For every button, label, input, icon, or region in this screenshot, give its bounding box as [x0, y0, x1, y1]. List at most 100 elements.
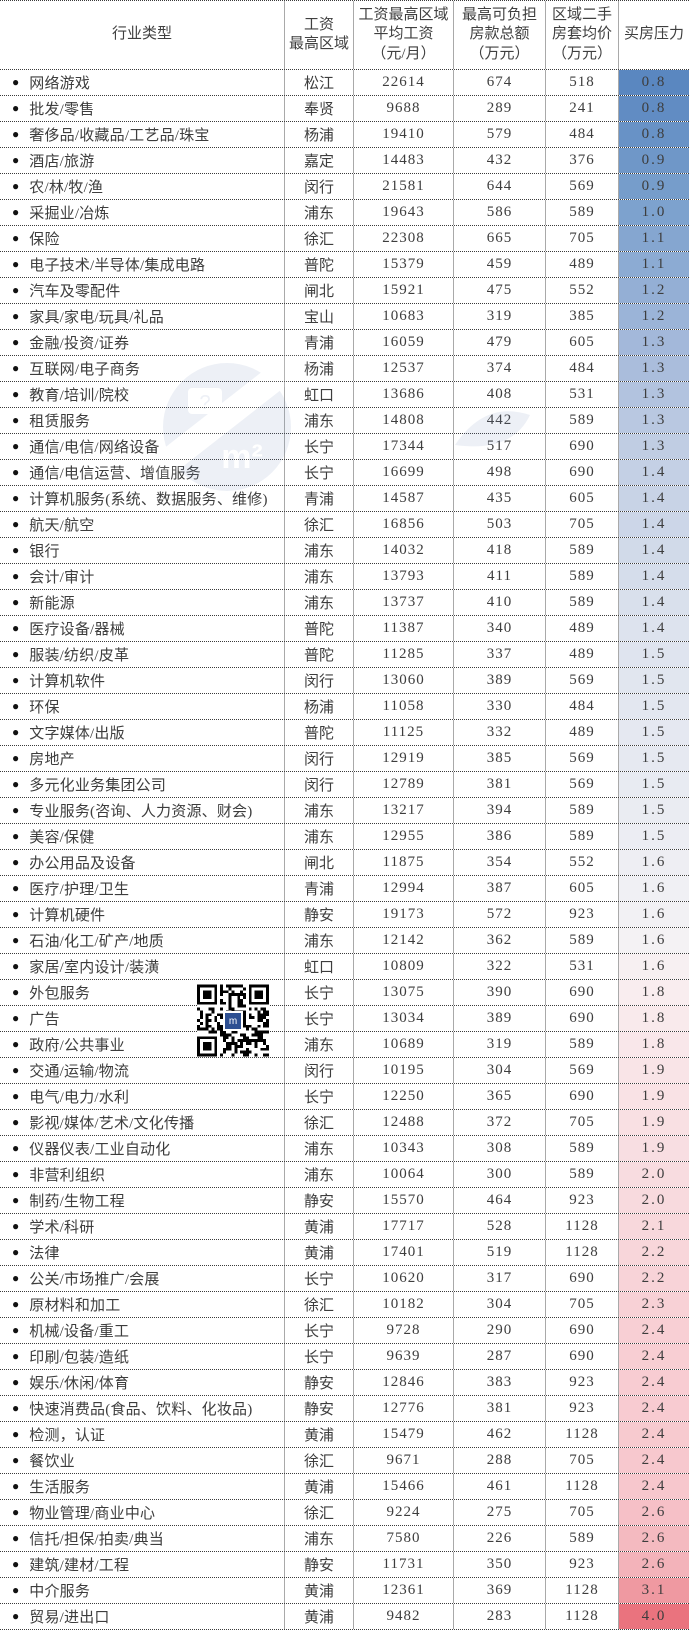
bullet-icon: ● — [12, 1323, 20, 1337]
bullet-icon: ● — [12, 1167, 20, 1181]
affordable-cell: 418 — [453, 538, 545, 563]
industry-cell: ● 网络游戏 — [0, 70, 284, 95]
industry-cell: ● 原材料和加工 — [0, 1292, 284, 1317]
price-cell: 589 — [545, 1136, 618, 1161]
affordable-cell: 459 — [453, 252, 545, 277]
industry-name: 汽车及零配件 — [29, 284, 121, 300]
affordable-cell: 517 — [453, 434, 545, 459]
table-row: ● 银行 浦东 14032 418 589 1.4 — [0, 538, 689, 564]
industry-name: 租赁服务 — [29, 414, 91, 430]
price-cell: 605 — [545, 486, 618, 511]
bullet-icon: ● — [12, 127, 20, 141]
wage-cell: 15479 — [353, 1422, 453, 1447]
affordable-cell: 410 — [453, 590, 545, 615]
bullet-icon: ● — [12, 1531, 20, 1545]
price-cell: 690 — [545, 1084, 618, 1109]
pressure-cell: 2.2 — [618, 1240, 689, 1265]
price-cell: 489 — [545, 642, 618, 667]
wage-cell: 11125 — [353, 720, 453, 745]
table-row: ● 文字媒体/出版 普陀 11125 332 489 1.5 — [0, 720, 689, 746]
bullet-icon: ● — [12, 1557, 20, 1571]
table-row: ● 服装/纺织/皮革 普陀 11285 337 489 1.5 — [0, 642, 689, 668]
price-cell: 589 — [545, 798, 618, 823]
affordable-cell: 390 — [453, 980, 545, 1005]
wage-cell: 16059 — [353, 330, 453, 355]
pressure-cell: 1.4 — [618, 590, 689, 615]
bullet-icon: ● — [12, 1505, 20, 1519]
wage-cell: 10182 — [353, 1292, 453, 1317]
wage-cell: 12789 — [353, 772, 453, 797]
affordable-cell: 287 — [453, 1344, 545, 1369]
table-row: ● 外包服务 长宁 13075 390 690 1.8 — [0, 980, 689, 1006]
table-row: ● 原材料和加工 徐汇 10182 304 705 2.3 — [0, 1292, 689, 1318]
table-row: ● 教育/培训/院校 虹口 13686 408 531 1.3 — [0, 382, 689, 408]
affordable-cell: 408 — [453, 382, 545, 407]
affordable-cell: 464 — [453, 1188, 545, 1213]
industry-cell: ● 餐饮业 — [0, 1448, 284, 1473]
region-cell: 闸北 — [284, 278, 353, 303]
bullet-icon: ● — [12, 907, 20, 921]
wage-cell: 13737 — [353, 590, 453, 615]
bullet-icon: ● — [12, 387, 20, 401]
wage-cell: 13686 — [353, 382, 453, 407]
bullet-icon: ● — [12, 1011, 20, 1025]
region-cell: 静安 — [284, 902, 353, 927]
bullet-icon: ● — [12, 439, 20, 453]
table-row: ● 医疗设备/器械 普陀 11387 340 489 1.4 — [0, 616, 689, 642]
qr-center-logo: m — [223, 1011, 243, 1031]
wage-cell: 11875 — [353, 850, 453, 875]
price-cell: 705 — [545, 1500, 618, 1525]
industry-cell: ● 信托/担保/拍卖/典当 — [0, 1526, 284, 1551]
pressure-cell: 1.1 — [618, 226, 689, 251]
affordable-cell: 226 — [453, 1526, 545, 1551]
header-wage: 工资最高区域 平均工资 （元/月） — [353, 1, 453, 69]
pressure-cell: 2.4 — [618, 1396, 689, 1421]
industry-name: 农/林/牧/渔 — [29, 180, 104, 196]
industry-cell: ● 银行 — [0, 538, 284, 563]
pressure-cell: 1.4 — [618, 616, 689, 641]
industry-name: 公关/市场推广/会展 — [29, 1272, 160, 1288]
table-row: ● 采掘业/冶炼 浦东 19643 586 589 1.0 — [0, 200, 689, 226]
industry-cell: ● 计算机服务(系统、数据服务、维修) — [0, 486, 284, 511]
affordable-cell: 674 — [453, 70, 545, 95]
wage-cell: 12776 — [353, 1396, 453, 1421]
table-row: ● 政府/公共事业 浦东 10689 319 589 1.8 — [0, 1032, 689, 1058]
industry-name: 法律 — [29, 1246, 60, 1262]
table-body: ● 网络游戏 松江 22614 674 518 0.8 ● 批发/零售 奉贤 9… — [0, 70, 689, 1630]
wage-cell: 12537 — [353, 356, 453, 381]
pressure-cell: 1.5 — [618, 720, 689, 745]
industry-name: 家居/室内设计/装潢 — [29, 960, 160, 976]
region-cell: 浦东 — [284, 798, 353, 823]
industry-name: 金融/投资/证券 — [29, 336, 130, 352]
table-row: ● 通信/电信运营、增值服务 长宁 16699 498 690 1.4 — [0, 460, 689, 486]
bullet-icon: ● — [12, 595, 20, 609]
industry-cell: ● 石油/化工/矿产/地质 — [0, 928, 284, 953]
industry-name: 计算机软件 — [29, 674, 106, 690]
affordable-cell: 290 — [453, 1318, 545, 1343]
industry-name: 电子技术/半导体/集成电路 — [29, 258, 206, 274]
bullet-icon: ● — [12, 1037, 20, 1051]
industry-name: 网络游戏 — [29, 76, 91, 92]
affordable-cell: 317 — [453, 1266, 545, 1291]
region-cell: 宝山 — [284, 304, 353, 329]
affordable-cell: 411 — [453, 564, 545, 589]
affordable-cell: 330 — [453, 694, 545, 719]
affordable-cell: 462 — [453, 1422, 545, 1447]
price-cell: 589 — [545, 1526, 618, 1551]
header-affordable: 最高可负担 房款总额 （万元） — [453, 1, 545, 69]
region-cell: 青浦 — [284, 876, 353, 901]
region-cell: 浦东 — [284, 200, 353, 225]
region-cell: 奉贤 — [284, 96, 353, 121]
price-cell: 589 — [545, 408, 618, 433]
wage-cell: 10689 — [353, 1032, 453, 1057]
industry-name: 服装/纺织/皮革 — [29, 648, 130, 664]
wage-cell: 12994 — [353, 876, 453, 901]
wage-cell: 9688 — [353, 96, 453, 121]
industry-name: 石油/化工/矿产/地质 — [29, 934, 164, 950]
industry-cell: ● 计算机硬件 — [0, 902, 284, 927]
wage-cell: 17401 — [353, 1240, 453, 1265]
industry-cell: ● 学术/科研 — [0, 1214, 284, 1239]
pressure-cell: 2.6 — [618, 1500, 689, 1525]
affordable-cell: 288 — [453, 1448, 545, 1473]
bullet-icon: ● — [12, 1583, 20, 1597]
